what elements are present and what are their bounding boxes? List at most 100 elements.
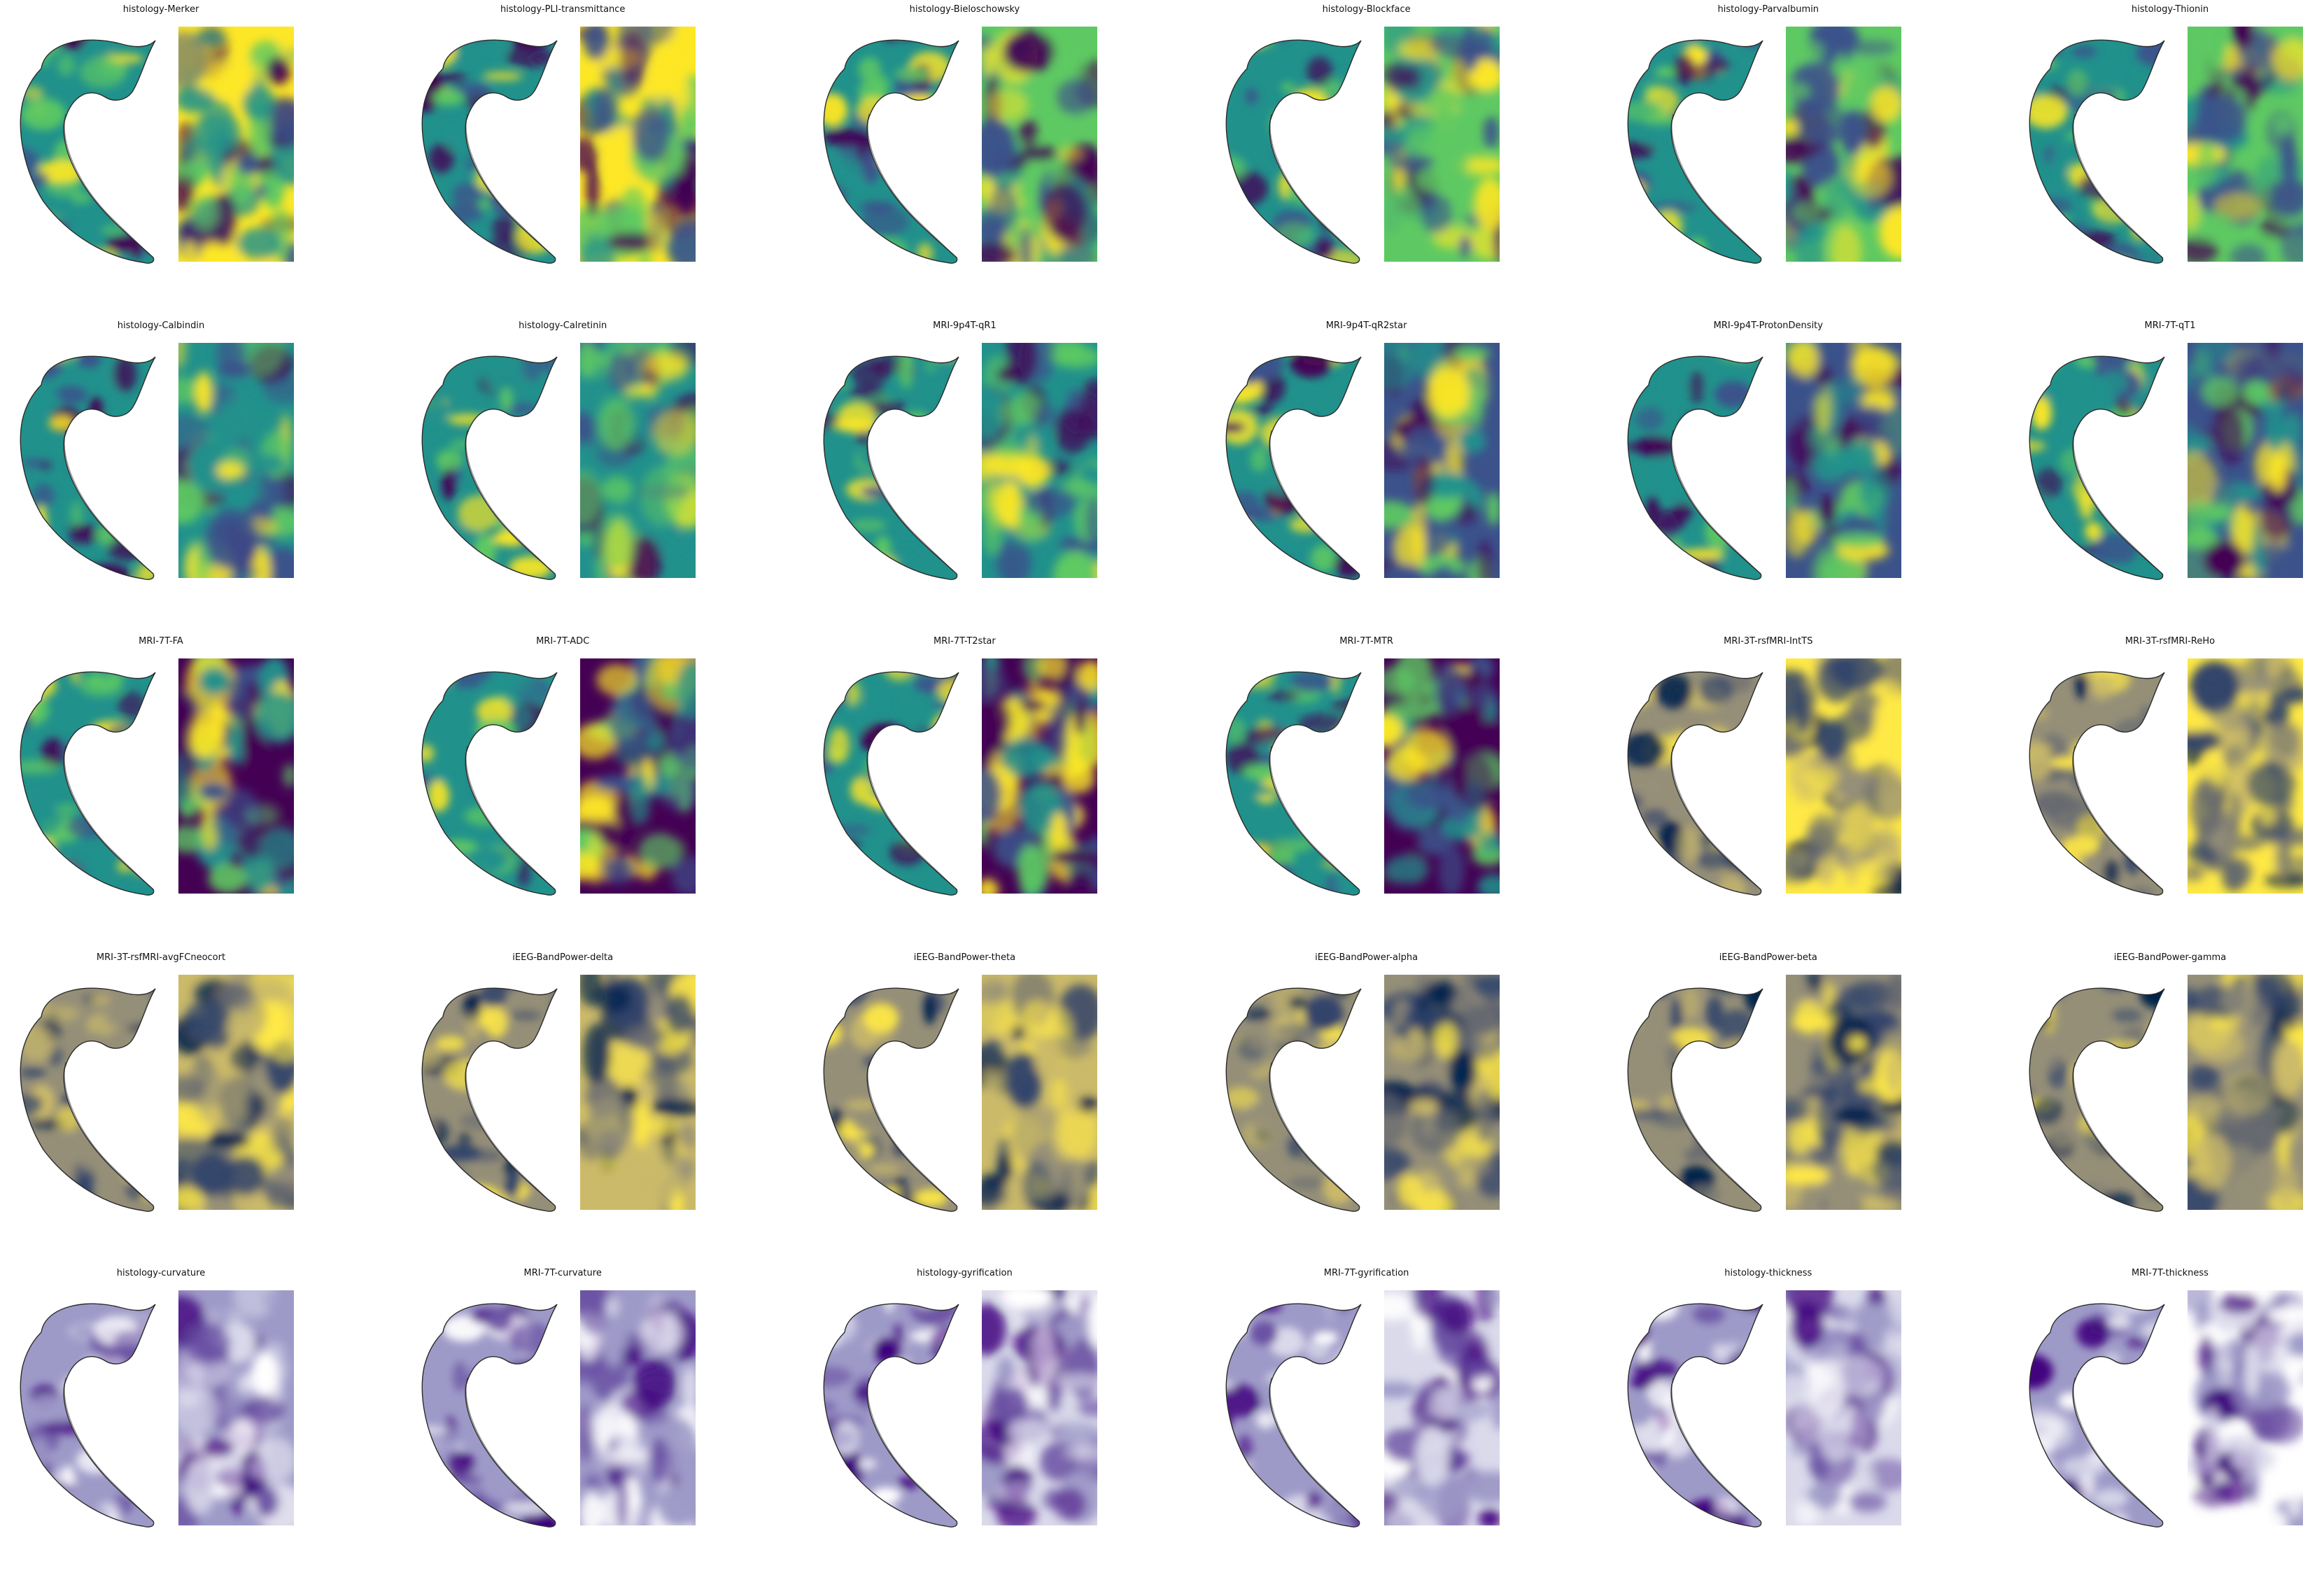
- surface-view: [1627, 987, 1763, 1212]
- panel-title: MRI-7T-MTR: [1339, 636, 1393, 647]
- surface-view: [824, 355, 959, 580]
- surface-view: [20, 39, 156, 264]
- surface-view: [2029, 671, 2165, 896]
- surface-view: [824, 1303, 959, 1528]
- surface-view: [1627, 39, 1763, 264]
- panel: MRI-7T-curvature: [409, 1264, 796, 1580]
- surface-view: [20, 355, 156, 580]
- panel-title: MRI-7T-thickness: [2132, 1268, 2209, 1278]
- surface-view: [1225, 355, 1362, 580]
- panel: histology-Merker: [7, 0, 395, 316]
- surface-view: [421, 355, 558, 580]
- panel: histology-Thionin: [2016, 0, 2324, 316]
- panel: histology-Calretinin: [409, 316, 796, 633]
- panel: MRI-7T-qT1: [2016, 316, 2324, 633]
- panel: MRI-7T-MTR: [1213, 632, 1600, 948]
- panel: MRI-3T-rsfMRI-avgFCneocort: [7, 948, 395, 1264]
- flatmap-view: [982, 342, 1098, 578]
- panel: MRI-7T-thickness: [2016, 1264, 2324, 1580]
- flatmap-view: [1383, 1290, 1500, 1525]
- flatmap-view: [178, 658, 294, 894]
- flatmap-view: [580, 974, 696, 1210]
- panel-title: MRI-3T-rsfMRI-IntTS: [1724, 636, 1813, 647]
- panel: histology-Blockface: [1213, 0, 1600, 316]
- surface-view: [1225, 671, 1362, 896]
- panel-title: histology-Calbindin: [117, 320, 205, 331]
- flatmap-view: [1785, 974, 1901, 1210]
- panel: MRI-3T-rsfMRI-IntTS: [1614, 632, 2002, 948]
- surface-view: [2029, 1303, 2165, 1528]
- surface-view: [20, 987, 156, 1212]
- flatmap-view: [1383, 342, 1500, 578]
- panel: MRI-7T-T2star: [810, 632, 1198, 948]
- flatmap-view: [1785, 27, 1901, 262]
- panel-title: histology-curvature: [116, 1268, 206, 1278]
- surface-view: [2029, 39, 2165, 264]
- flatmap-view: [1383, 974, 1500, 1210]
- panel: MRI-9p4T-ProtonDensity: [1614, 316, 2002, 633]
- surface-view: [824, 39, 959, 264]
- surface-view: [20, 671, 156, 896]
- surface-view: [1225, 1303, 1362, 1528]
- panel-title: histology-Blockface: [1322, 4, 1411, 15]
- panel: MRI-7T-FA: [7, 632, 395, 948]
- panel-title: MRI-3T-rsfMRI-avgFCneocort: [96, 952, 226, 963]
- panel-title: histology-gyrification: [917, 1268, 1013, 1278]
- panel-title: histology-Parvalbumin: [1717, 4, 1819, 15]
- panel-title: histology-Bieloschowsky: [909, 4, 1020, 15]
- flatmap-view: [178, 27, 294, 262]
- panel-title: iEEG-BandPower-delta: [512, 952, 614, 963]
- surface-view: [1225, 39, 1362, 264]
- panel: histology-curvature: [7, 1264, 395, 1580]
- flatmap-view: [1383, 27, 1500, 262]
- surface-view: [1627, 355, 1763, 580]
- panel-title: MRI-7T-ADC: [536, 636, 590, 647]
- figure-grid: histology-Merker histology-PLI-transmitta…: [7, 0, 2324, 1528]
- flatmap-view: [2188, 974, 2303, 1210]
- flatmap-view: [982, 1290, 1098, 1525]
- panel-title: MRI-9p4T-qR1: [933, 320, 996, 331]
- panel: iEEG-BandPower-beta: [1614, 948, 2002, 1264]
- flatmap-view: [2188, 658, 2303, 894]
- surface-view: [2029, 987, 2165, 1212]
- surface-view: [20, 1303, 156, 1528]
- panel-title: MRI-7T-qT1: [2144, 320, 2196, 331]
- surface-view: [824, 987, 959, 1212]
- panel: MRI-7T-ADC: [409, 632, 796, 948]
- surface-view: [1225, 987, 1362, 1212]
- flatmap-view: [1785, 342, 1901, 578]
- panel: iEEG-BandPower-delta: [409, 948, 796, 1264]
- panel: MRI-9p4T-qR1: [810, 316, 1198, 633]
- flatmap-view: [2188, 27, 2303, 262]
- panel-title: iEEG-BandPower-gamma: [2113, 952, 2227, 963]
- flatmap-view: [580, 1290, 696, 1525]
- flatmap-view: [1383, 658, 1500, 894]
- panel: histology-Bieloschowsky: [810, 0, 1198, 316]
- panel: iEEG-BandPower-gamma: [2016, 948, 2324, 1264]
- flatmap-view: [982, 974, 1098, 1210]
- flatmap-view: [2188, 342, 2303, 578]
- panel-title: MRI-9p4T-ProtonDensity: [1713, 320, 1823, 331]
- panel: MRI-7T-gyrification: [1213, 1264, 1600, 1580]
- panel-title: MRI-7T-T2star: [934, 636, 996, 647]
- panel-title: MRI-9p4T-qR2star: [1325, 320, 1407, 331]
- flatmap-view: [178, 1290, 294, 1525]
- panel: histology-gyrification: [810, 1264, 1198, 1580]
- surface-view: [421, 671, 558, 896]
- flatmap-view: [178, 974, 294, 1210]
- flatmap-view: [982, 658, 1098, 894]
- surface-view: [2029, 355, 2165, 580]
- flatmap-view: [1785, 658, 1901, 894]
- panel-title: MRI-3T-rsfMRI-ReHo: [2125, 636, 2216, 647]
- panel-title: histology-Calretinin: [519, 320, 607, 331]
- surface-view: [1627, 671, 1763, 896]
- panel: histology-thickness: [1614, 1264, 2002, 1580]
- panel-title: iEEG-BandPower-alpha: [1315, 952, 1418, 963]
- flatmap-view: [1785, 1290, 1901, 1525]
- panel-title: histology-Merker: [122, 4, 199, 15]
- panel: histology-PLI-transmittance: [409, 0, 796, 316]
- surface-view: [421, 39, 558, 264]
- panel-title: MRI-7T-FA: [139, 636, 183, 647]
- panel-title: histology-PLI-transmittance: [500, 4, 626, 15]
- panel: MRI-3T-rsfMRI-ReHo: [2016, 632, 2324, 948]
